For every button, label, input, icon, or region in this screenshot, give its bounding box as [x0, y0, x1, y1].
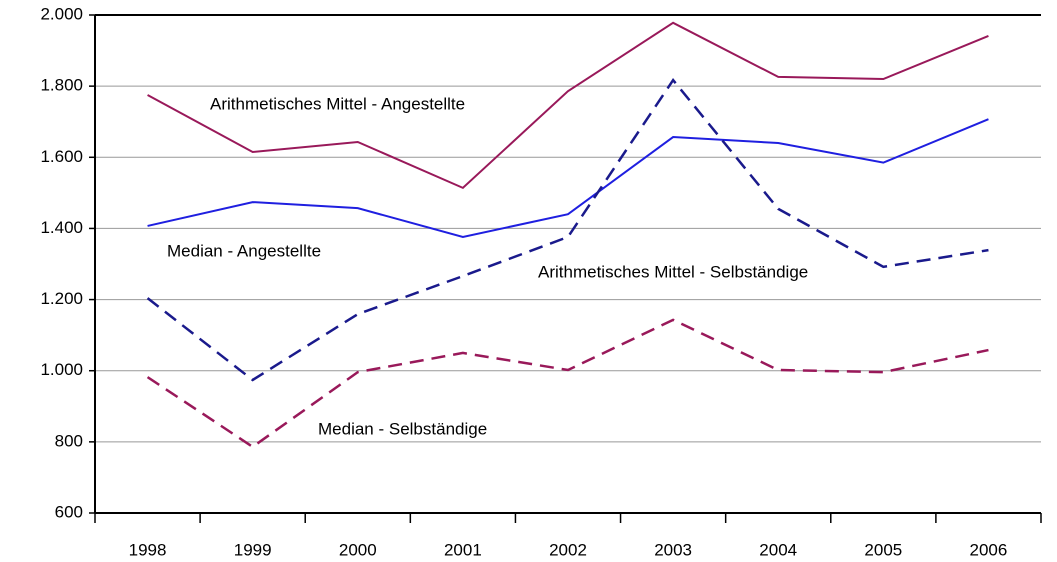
y-tick-label: 800 — [55, 431, 83, 450]
x-tick-label: 2004 — [759, 540, 797, 559]
y-tick-label: 1.400 — [40, 218, 83, 237]
series-line — [147, 21, 989, 190]
y-tick-label: 1.600 — [40, 147, 83, 166]
x-tick-label: 2006 — [970, 540, 1008, 559]
series-line — [147, 118, 989, 238]
x-tick-label: 2001 — [444, 540, 482, 559]
series-line — [146, 318, 989, 449]
series-label: Median - Angestellte — [167, 241, 321, 260]
series-line — [146, 77, 989, 382]
series-label: Arithmetisches Mittel - Angestellte — [210, 94, 465, 113]
x-tick-label: 1998 — [129, 540, 167, 559]
x-tick-label: 2003 — [654, 540, 692, 559]
y-tick-label: 1.200 — [40, 289, 83, 308]
series-label: Median - Selbständige — [318, 419, 487, 438]
x-tick-label: 1999 — [234, 540, 272, 559]
x-tick-label: 2002 — [549, 540, 587, 559]
y-tick-label: 1.800 — [40, 76, 83, 95]
y-tick-label: 2.000 — [40, 4, 83, 23]
series-label: Arithmetisches Mittel - Selbständige — [538, 262, 808, 281]
y-tick-label: 1.000 — [40, 360, 83, 379]
y-tick-label: 600 — [55, 502, 83, 521]
x-tick-label: 2005 — [864, 540, 902, 559]
x-tick-label: 2000 — [339, 540, 377, 559]
